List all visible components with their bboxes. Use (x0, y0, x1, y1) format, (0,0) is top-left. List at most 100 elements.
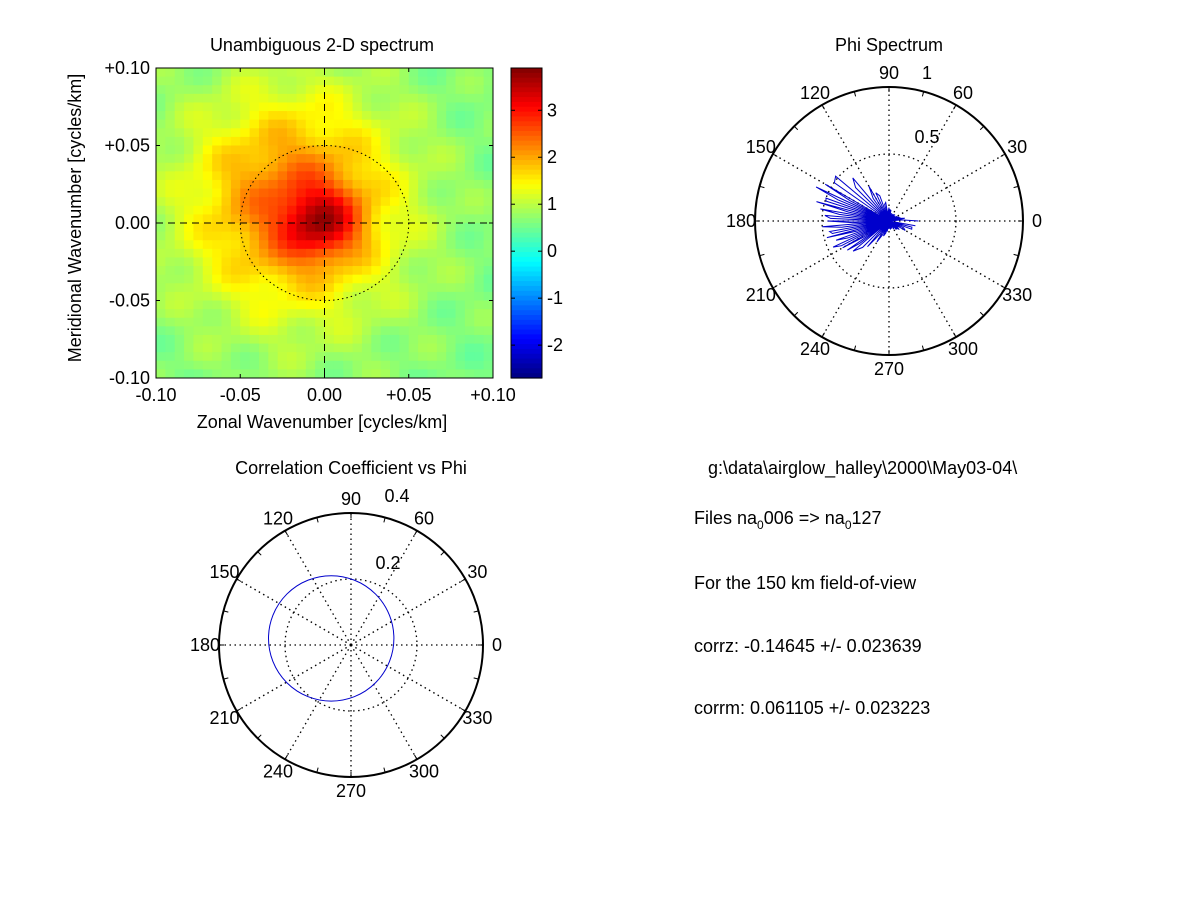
heatmap-cell (333, 300, 344, 310)
heatmap-cell (455, 162, 466, 172)
heatmap-cell (464, 317, 475, 327)
heatmap-cell (202, 266, 213, 276)
colorbar-segment (511, 189, 542, 195)
heatmap-cell (464, 274, 475, 284)
heatmap-cell (305, 197, 316, 207)
heatmap-cell (390, 128, 400, 138)
heatmap-cell (464, 197, 475, 207)
heatmap-cell (240, 197, 251, 207)
heatmap-cell (361, 111, 372, 121)
heatmap-cell (277, 85, 288, 95)
heatmap-cell (174, 179, 185, 190)
heatmap-cell (446, 68, 457, 78)
heatmap-cell (408, 214, 419, 224)
heatmap-cell (333, 248, 344, 259)
heatmap-cell (436, 162, 447, 172)
heatmap-cell (427, 266, 438, 276)
polar-tick (440, 551, 445, 556)
colorbar-segment (511, 203, 542, 210)
polar-radius-label: 1 (922, 63, 932, 83)
heatmap-cell (165, 145, 176, 155)
heatmap-cell (427, 136, 438, 147)
heatmap-cell (464, 248, 475, 259)
heatmap-cell (483, 85, 493, 95)
heatmap-cell (408, 309, 419, 319)
heatmap-cell (380, 93, 391, 104)
heatmap-cell (184, 111, 195, 121)
heatmap-cell (287, 93, 298, 104)
heatmap-cell (165, 154, 176, 164)
heatmap-cell (156, 317, 166, 327)
heatmap-cell (296, 162, 307, 172)
heatmap-cell (156, 171, 166, 181)
heatmap-cell (352, 102, 363, 112)
heatmap-cell (343, 309, 354, 319)
polar-tick (236, 578, 242, 582)
heatmap-cell (446, 317, 457, 327)
heatmap-cell (464, 223, 475, 233)
heatmap-cell (483, 231, 493, 241)
polar-tick (793, 125, 799, 131)
polar-angle-label: 30 (467, 562, 487, 582)
heatmap-cell (156, 128, 166, 138)
files-range-text: Files na0006 => na0127 (694, 508, 882, 532)
heatmap-cell (212, 68, 223, 78)
polar-tick (223, 677, 229, 680)
heatmap-reference-circle (239, 145, 410, 301)
heatmap-cell (455, 283, 466, 293)
heatmap-cell (184, 266, 195, 276)
heatmap-cell (343, 85, 354, 95)
heatmap-cell (408, 119, 419, 129)
heatmap-cell (324, 326, 335, 336)
polar-angle-label: 150 (210, 562, 240, 582)
heatmap-cell (418, 68, 429, 78)
heatmap-cell (268, 274, 279, 284)
heatmap-cell (315, 171, 326, 181)
phi-spectrum-polar: 0 30 60 90 120 150 180 210 240 270 300 330 0.5 1 (726, 63, 1042, 379)
heatmap-cell (399, 352, 410, 362)
heatmap-cell (399, 162, 410, 172)
heatmap-cell (277, 162, 288, 172)
heatmap-cell (333, 317, 344, 327)
heatmap-cell (315, 274, 326, 284)
heatmap-cell (212, 102, 223, 112)
heatmap-cell (380, 231, 391, 241)
heatmap-cell (427, 223, 438, 233)
heatmap-cell (193, 119, 204, 129)
heatmap-cell (399, 85, 410, 95)
heatmap-y-tick-label: -0.05 (109, 291, 150, 311)
heatmap-cell (240, 334, 251, 345)
heatmap-cell (427, 76, 438, 86)
heatmap-cell (371, 85, 382, 95)
heatmap-cell (268, 214, 279, 224)
heatmap-cell (446, 205, 457, 215)
heatmap-cell (165, 248, 176, 259)
heatmap-cell (333, 68, 344, 78)
heatmap-cell (324, 179, 335, 190)
polar-tick (921, 345, 925, 351)
heatmap-cell (380, 309, 391, 319)
heatmap-cell (474, 85, 485, 95)
heatmap-cell (184, 343, 195, 353)
polar-spoke (350, 578, 466, 646)
heatmap-cell (240, 248, 251, 259)
heatmap-cell (174, 360, 185, 370)
heatmap-cell (193, 136, 204, 147)
heatmap-cell (156, 179, 166, 190)
heatmap-cell (446, 248, 457, 259)
heatmap-cell (193, 343, 204, 353)
heatmap-cell (249, 188, 260, 198)
heatmap-cell (230, 266, 241, 276)
heatmap-cell (240, 179, 251, 190)
heatmap-cell (427, 179, 438, 190)
heatmap-cell (371, 111, 382, 121)
heatmap-cell (212, 309, 223, 319)
heatmap-cell (221, 154, 232, 164)
heatmap-cell (352, 317, 363, 327)
heatmap-cell (212, 369, 223, 378)
heatmap-cell (324, 360, 335, 370)
heatmap-cell (436, 352, 447, 362)
heatmap-cell (418, 76, 429, 86)
heatmap-cell (380, 145, 391, 155)
heatmap-cell (333, 119, 344, 129)
